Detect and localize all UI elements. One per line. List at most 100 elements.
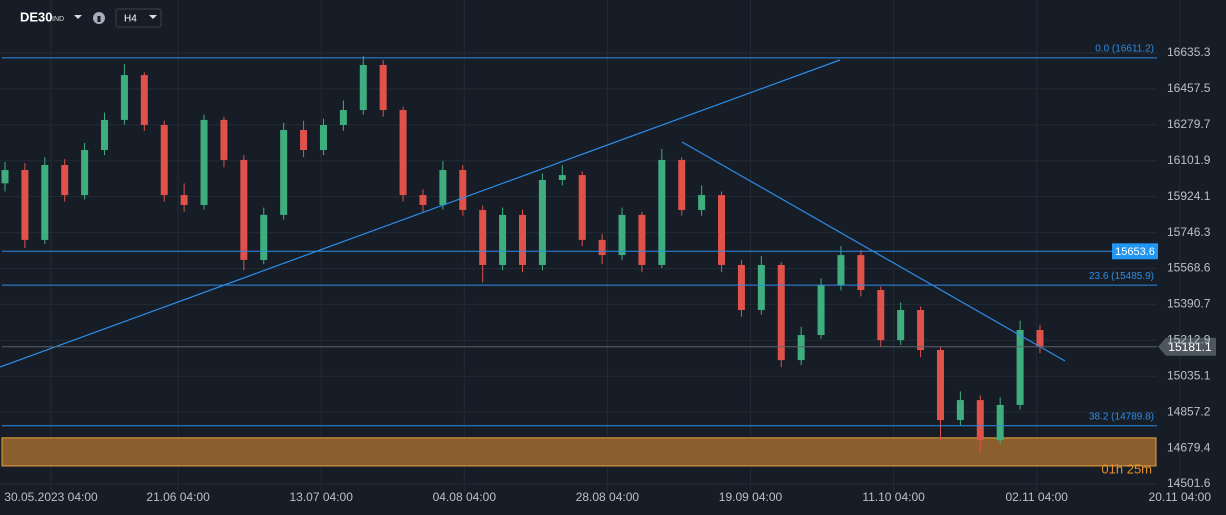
candle-body (936, 350, 944, 421)
y-tick-label: 16457.5 (1167, 81, 1211, 95)
candle-body (81, 150, 89, 196)
fib-label: 0.0 (16611.2) (1095, 44, 1154, 55)
timeframe: H4 (124, 14, 137, 25)
candle-body (618, 214, 626, 256)
candle-body (101, 119, 109, 151)
x-tick-label: 02.11 04:00 (1005, 490, 1068, 504)
candle-body (917, 310, 925, 351)
zone-layer: 01h 25m (1, 437, 1157, 476)
x-tick-label: 04.08 04:00 (433, 490, 497, 504)
level-label: 15653.6 (1115, 246, 1155, 258)
candle-body (777, 264, 785, 361)
timeframe-button[interactable] (115, 8, 162, 28)
grid (0, 0, 1181, 492)
candle-body (479, 210, 487, 265)
candle-body (160, 124, 168, 196)
candle-body (757, 264, 765, 311)
badge: IND (52, 16, 64, 23)
candle-body (1036, 330, 1044, 347)
x-tick-label: 19.09 04:00 (719, 490, 783, 504)
candle-body (300, 130, 308, 151)
y-tick-label: 15212.9 (1167, 332, 1211, 346)
candle-body (459, 170, 467, 211)
candle-body (499, 214, 507, 265)
candle-body (837, 255, 845, 285)
y-tick-label: 14857.2 (1167, 404, 1211, 418)
info-glyph (97, 16, 101, 22)
candle-body (1016, 330, 1024, 405)
level-tag (1112, 243, 1158, 260)
candle-body (638, 214, 646, 265)
candle-body (578, 175, 586, 240)
fib-label: 23.6 (15485.9) (1089, 271, 1154, 282)
dropdown-caret[interactable] (74, 15, 82, 19)
candle-body (240, 159, 248, 260)
levels: 0.0 (16611.2) 23.6 (15485.9) 38.2 (14789.8… (2, 44, 1216, 427)
candle-body (419, 195, 427, 205)
fib-label: 38.2 (14789.8) (1089, 411, 1154, 422)
y-tick-label: 16635.3 (1167, 45, 1211, 59)
current-price-tag (1158, 337, 1216, 356)
candle-body (200, 119, 208, 205)
candle-body (1, 170, 9, 184)
candle-body (598, 239, 606, 256)
candle-body (817, 284, 825, 336)
candle-body (379, 64, 387, 111)
x-tick-label: 11.10 04:00 (862, 490, 925, 504)
y-tick-label: 16279.7 (1167, 117, 1211, 131)
y-tick-label: 15746.3 (1167, 225, 1211, 239)
candle-body (658, 159, 666, 265)
candle-body (558, 175, 566, 180)
candle-body (897, 310, 905, 341)
dropdown-caret[interactable] (149, 15, 157, 19)
y-tick-label: 14679.4 (1167, 440, 1211, 454)
y-tick-label: 15390.7 (1167, 297, 1211, 311)
candle-body (519, 214, 526, 265)
candle-body (976, 400, 984, 441)
candle-body (718, 195, 726, 265)
candle-body (877, 290, 885, 341)
candle-body (797, 335, 805, 361)
candle-body (439, 170, 447, 205)
candle-body (140, 75, 148, 125)
trend-line (0, 59, 841, 368)
x-tick-label: 30.05.2023 04:00 (4, 490, 98, 504)
candle-body (698, 195, 706, 211)
y-tick-label: 15568.6 (1167, 261, 1211, 275)
symbol[interactable]: DE30 (20, 9, 53, 24)
candle-body (120, 75, 128, 120)
candle-body (180, 195, 188, 205)
y-tick-label: 15924.1 (1167, 189, 1211, 203)
candle-body (220, 119, 228, 160)
timer: 01h 25m (1101, 461, 1152, 476)
candle-body (319, 124, 327, 151)
candle-body (399, 110, 407, 196)
candle-body (61, 164, 69, 196)
candle-body (996, 404, 1004, 441)
y-tick-label: 16101.9 (1167, 153, 1211, 167)
candle-body (737, 264, 745, 311)
y-tick-label: 14501.6 (1167, 476, 1211, 490)
candle-body (21, 170, 29, 240)
y-tick-label: 15035.1 (1167, 368, 1211, 382)
candle-body (359, 64, 367, 111)
candle-body (280, 130, 288, 215)
x-tick-label: 13.07 04:00 (289, 490, 353, 504)
candles (1, 56, 1044, 453)
x-tick-label: 28.08 04:00 (576, 490, 640, 504)
current-price-label: 15181.1 (1168, 340, 1212, 354)
candle-body (41, 164, 49, 240)
x-tick-label: 21.06 04:00 (146, 490, 210, 504)
candle-body (678, 159, 686, 211)
candle-body (857, 255, 865, 291)
x-tick-label: 20.11 04:00 (1149, 490, 1212, 504)
candle-body (260, 214, 268, 260)
candle-body (538, 179, 546, 265)
y-axis: 16635.3 16457.5 16279.7 16101.9 15924.1 15746… (1167, 45, 1211, 490)
zone (1, 437, 1157, 467)
candle-body (956, 400, 964, 421)
toolbar: DE30 IND H4 (20, 8, 162, 28)
